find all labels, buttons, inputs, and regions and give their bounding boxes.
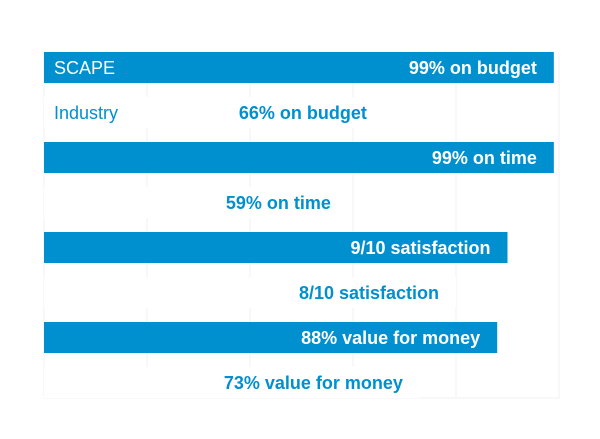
- bar-label-industry-2: 8/10 satisfaction: [299, 283, 439, 303]
- bar-label-scape-3: 88% value for money: [301, 328, 480, 348]
- bar-industry-1: [44, 187, 348, 218]
- bars-group: [44, 52, 554, 398]
- bar-scape-3: [44, 322, 498, 353]
- bar-industry-0: [44, 97, 384, 128]
- bar-scape-0: [44, 52, 554, 83]
- series-label-industry: Industry: [54, 103, 118, 123]
- bar-label-scape-0: 99% on budget: [409, 58, 537, 78]
- bar-label-scape-1: 99% on time: [432, 148, 537, 168]
- bar-label-industry-0: 66% on budget: [239, 103, 367, 123]
- series-label-scape: SCAPE: [54, 58, 115, 78]
- bar-label-industry-1: 59% on time: [226, 193, 331, 213]
- bar-label-industry-3: 73% value for money: [224, 373, 403, 393]
- bar-industry-3: [44, 367, 420, 398]
- bar-label-scape-2: 9/10 satisfaction: [350, 238, 490, 258]
- labels-group: 99% on budget 66% on budget 99% on time 59%…: [54, 58, 537, 393]
- bar-industry-2: [44, 277, 456, 308]
- bar-scape-2: [44, 232, 508, 263]
- bar-scape-1: [44, 142, 554, 173]
